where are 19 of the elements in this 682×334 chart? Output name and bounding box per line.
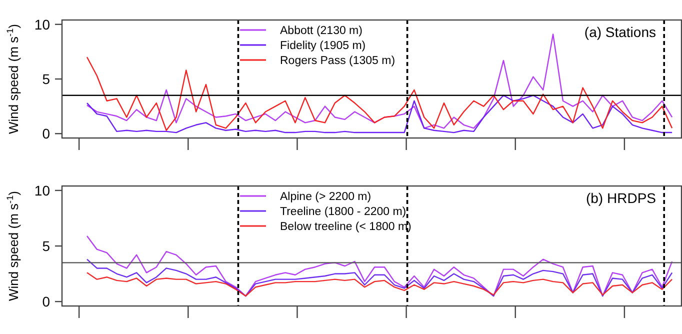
y-tick-label: 10 (34, 16, 50, 32)
chart-title: (a) Stations (584, 24, 656, 40)
y-tick-label: 5 (42, 70, 50, 87)
y-tick-label: 0 (42, 126, 50, 142)
line-series (86, 94, 673, 134)
legend-label: Abbott (2130 m) (280, 25, 363, 38)
legend-label: Fidelity (1905 m) (280, 40, 366, 52)
line-series (86, 235, 673, 297)
legend-label: Rogers Pass (1305 m) (280, 55, 396, 68)
line-series (86, 272, 673, 297)
legend-label: Below treeline (< 1800 m) (280, 221, 412, 234)
y-tick-label: 0 (42, 293, 50, 310)
legend-label: Treeline (1800 - 2200 m) (280, 206, 406, 218)
line-series (86, 56, 673, 131)
y-tick-label: 10 (34, 182, 50, 198)
legend-label: Alpine (> 2200 m) (280, 191, 372, 204)
chart-title: (b) HRDPS (586, 190, 656, 206)
y-tick-label: 5 (42, 238, 50, 254)
line-series (86, 258, 673, 297)
